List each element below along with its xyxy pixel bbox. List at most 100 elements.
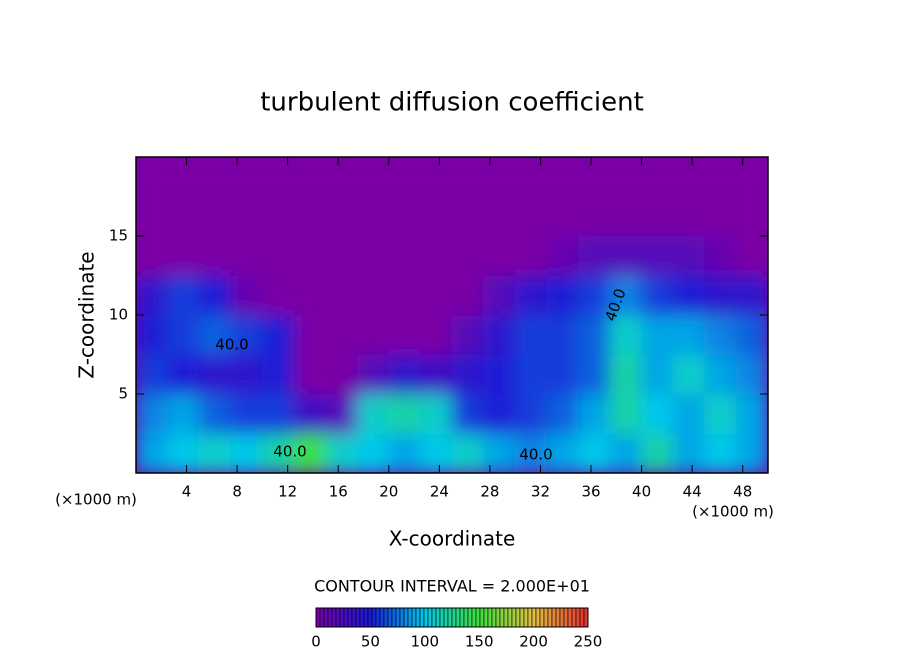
cell [609,235,643,276]
cell [735,433,768,473]
chart-title: turbulent diffusion coefficient [260,88,644,118]
cell [483,314,516,355]
cell [356,433,390,473]
colorbar-swatch [391,607,397,628]
cell [704,433,737,473]
field-blur [136,157,768,473]
cell [514,157,548,197]
cell [261,157,295,197]
colorbar-swatch [427,607,433,628]
cell [356,393,390,434]
cell [704,196,737,237]
cell [198,393,232,434]
cell [167,235,200,276]
y-tick-label: 15 [109,227,128,245]
colorbar-swatch [351,607,357,628]
colorbar-swatch [503,607,509,628]
colorbar-swatch [555,607,561,628]
cell [641,433,674,473]
contour-interval: CONTOUR INTERVAL = 2.000E+01 [314,577,590,596]
colorbar-swatch [359,607,365,628]
cell [577,314,611,355]
cell [136,314,169,355]
colorbar-swatch [375,607,381,628]
colorbar: 0 50 100 150 200 250 [311,607,602,651]
cell [641,393,674,434]
cell [451,157,485,197]
colorbar-swatch [343,607,349,628]
cell [198,314,232,355]
cell [167,354,200,395]
cell [230,393,263,434]
cell [419,354,453,395]
cell [735,157,768,197]
colorbar-swatch [411,607,417,628]
cell [356,157,390,197]
cell [325,235,358,276]
x-tick-label: 40 [632,483,651,501]
cell [609,354,643,395]
cell [261,354,295,395]
x-tick-label: 36 [581,483,600,501]
cell [577,354,611,395]
cell [577,235,611,276]
colorbar-swatch [435,607,441,628]
cell [198,433,232,473]
colorbar-swatch [575,607,581,628]
x-tick-label: 4 [182,483,192,501]
colorbar-swatch [547,607,553,628]
cell [483,393,516,434]
cell [483,235,516,276]
colorbar-swatch [399,607,405,628]
colorbar-swatch [447,607,453,628]
cell [261,196,295,237]
field [136,157,768,473]
cell [388,275,421,316]
cell [419,433,453,473]
colorbar-swatch [455,607,461,628]
colorbar-swatch [583,607,589,628]
cell [388,157,421,197]
cell [167,157,200,197]
cell [704,275,737,316]
colorbar-swatch [395,607,401,628]
colorbar-swatch [491,607,497,628]
colorbar-swatch [371,607,377,628]
cell [198,196,232,237]
colorbar-swatch [511,607,517,628]
cell [230,157,263,197]
cell [198,275,232,316]
cell [451,196,485,237]
cell [514,235,548,276]
cell [325,157,358,197]
colorbar-swatch [319,607,325,628]
colorbar-swatch [551,607,557,628]
cell [325,433,358,473]
cell [388,196,421,237]
cell [641,235,674,276]
colorbar-swatch [451,607,457,628]
contour-label: 40.0 [215,336,248,354]
x-tick-label: 44 [683,483,702,501]
colorbar-swatch [423,607,429,628]
cell [325,393,358,434]
colorbar-swatch [531,607,537,628]
colorbar-swatch [471,607,477,628]
cell [609,433,643,473]
colorbar-swatch [499,607,505,628]
cell [641,314,674,355]
x-tick-label: 24 [430,483,449,501]
cell [325,275,358,316]
colorbar-swatch [563,607,569,628]
colorbar-swatch [467,607,473,628]
cell [293,235,327,276]
cell [419,393,453,434]
cell [293,314,327,355]
cell [609,157,643,197]
cell [546,157,579,197]
cell [641,196,674,237]
colorbar-swatch [443,607,449,628]
cell [514,196,548,237]
x-tick-label: 20 [379,483,398,501]
cell [735,354,768,395]
